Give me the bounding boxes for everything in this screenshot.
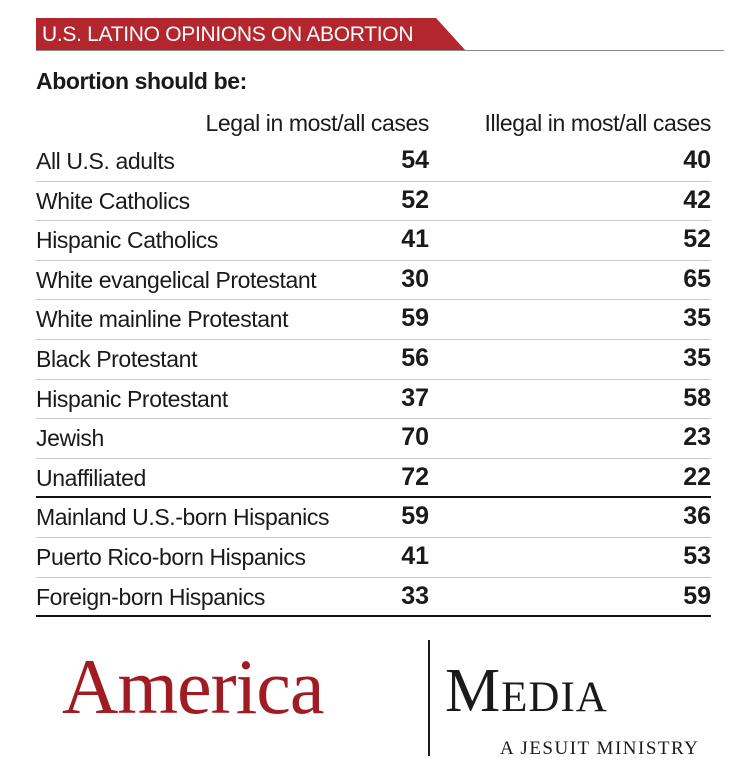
legal-value: 37 — [401, 383, 429, 412]
table-row: Puerto Rico-born Hispanics 41 53 — [36, 538, 711, 578]
row-label: All U.S. adults — [36, 148, 175, 174]
legal-value: 33 — [401, 581, 429, 610]
illegal-value: 52 — [683, 225, 711, 254]
column-header-illegal: Illegal in most/all cases — [484, 110, 712, 136]
table-row: Hispanic Catholics 41 52 — [36, 221, 711, 261]
row-label: Foreign-born Hispanics — [36, 583, 265, 610]
illegal-value: 53 — [683, 541, 711, 570]
legal-value: 56 — [401, 343, 429, 372]
table-row: White evangelical Protestant 30 65 — [36, 261, 711, 301]
legal-value: 59 — [401, 502, 429, 531]
column-header-legal: Legal in most/all cases — [205, 110, 430, 136]
opinion-table: All U.S. adults 54 40 White Catholics 52… — [36, 142, 711, 618]
table-row: White Catholics 52 42 — [36, 182, 711, 222]
row-label: Hispanic Catholics — [36, 227, 218, 254]
illegal-value: 22 — [683, 462, 711, 491]
logo-tagline: A JESUIT MINISTRY — [500, 738, 700, 759]
row-label: Mainland U.S.-born Hispanics — [36, 504, 330, 531]
table-row: Black Protestant 56 35 — [36, 340, 711, 380]
legal-value: 72 — [401, 462, 429, 491]
table-row: White mainline Protestant 59 35 — [36, 300, 711, 340]
banner-background — [36, 18, 466, 51]
row-label: Black Protestant — [36, 345, 198, 372]
illegal-value: 23 — [683, 423, 711, 452]
title-rule — [36, 50, 724, 51]
table-row: Jewish 70 23 — [36, 419, 711, 459]
table-row: Hispanic Protestant 37 58 — [36, 380, 711, 420]
illegal-value: 42 — [683, 185, 711, 214]
logo-divider — [428, 640, 430, 756]
row-label: White mainline Protestant — [36, 306, 289, 333]
legal-value: 41 — [401, 225, 429, 254]
table-row: Foreign-born Hispanics 33 59 — [36, 578, 711, 618]
illegal-value: 35 — [683, 304, 711, 333]
illegal-value: 35 — [683, 343, 711, 372]
table-row: Unaffiliated 72 22 — [36, 459, 711, 499]
illegal-value: 36 — [683, 502, 711, 531]
table-row: Mainland U.S.-born Hispanics 59 36 — [36, 498, 711, 538]
row-label: White Catholics — [36, 187, 190, 214]
illegal-value: 59 — [683, 581, 711, 610]
row-label: Jewish — [36, 425, 104, 452]
legal-value: 52 — [401, 185, 429, 214]
america-logo-wordmark: America — [62, 643, 325, 730]
legal-value: 41 — [401, 541, 429, 570]
chart-subtitle: Abortion should be: — [36, 68, 247, 94]
illegal-value: 58 — [683, 383, 711, 412]
chart-title: U.S. LATINO OPINIONS ON ABORTION — [42, 23, 414, 46]
illegal-value: 40 — [683, 146, 711, 174]
legal-value: 30 — [401, 264, 429, 293]
row-label: White evangelical Protestant — [36, 266, 317, 293]
table-row: All U.S. adults 54 40 — [36, 142, 711, 182]
legal-value: 54 — [401, 146, 429, 174]
media-logo-wordmark: Media — [445, 657, 608, 725]
row-label: Puerto Rico-born Hispanics — [36, 543, 306, 570]
illegal-value: 65 — [683, 264, 711, 293]
row-label: Unaffiliated — [36, 464, 146, 491]
row-label: Hispanic Protestant — [36, 385, 228, 412]
legal-value: 70 — [401, 423, 429, 452]
title-banner: U.S. LATINO OPINIONS ON ABORTION — [36, 18, 466, 51]
legal-value: 59 — [401, 304, 429, 333]
